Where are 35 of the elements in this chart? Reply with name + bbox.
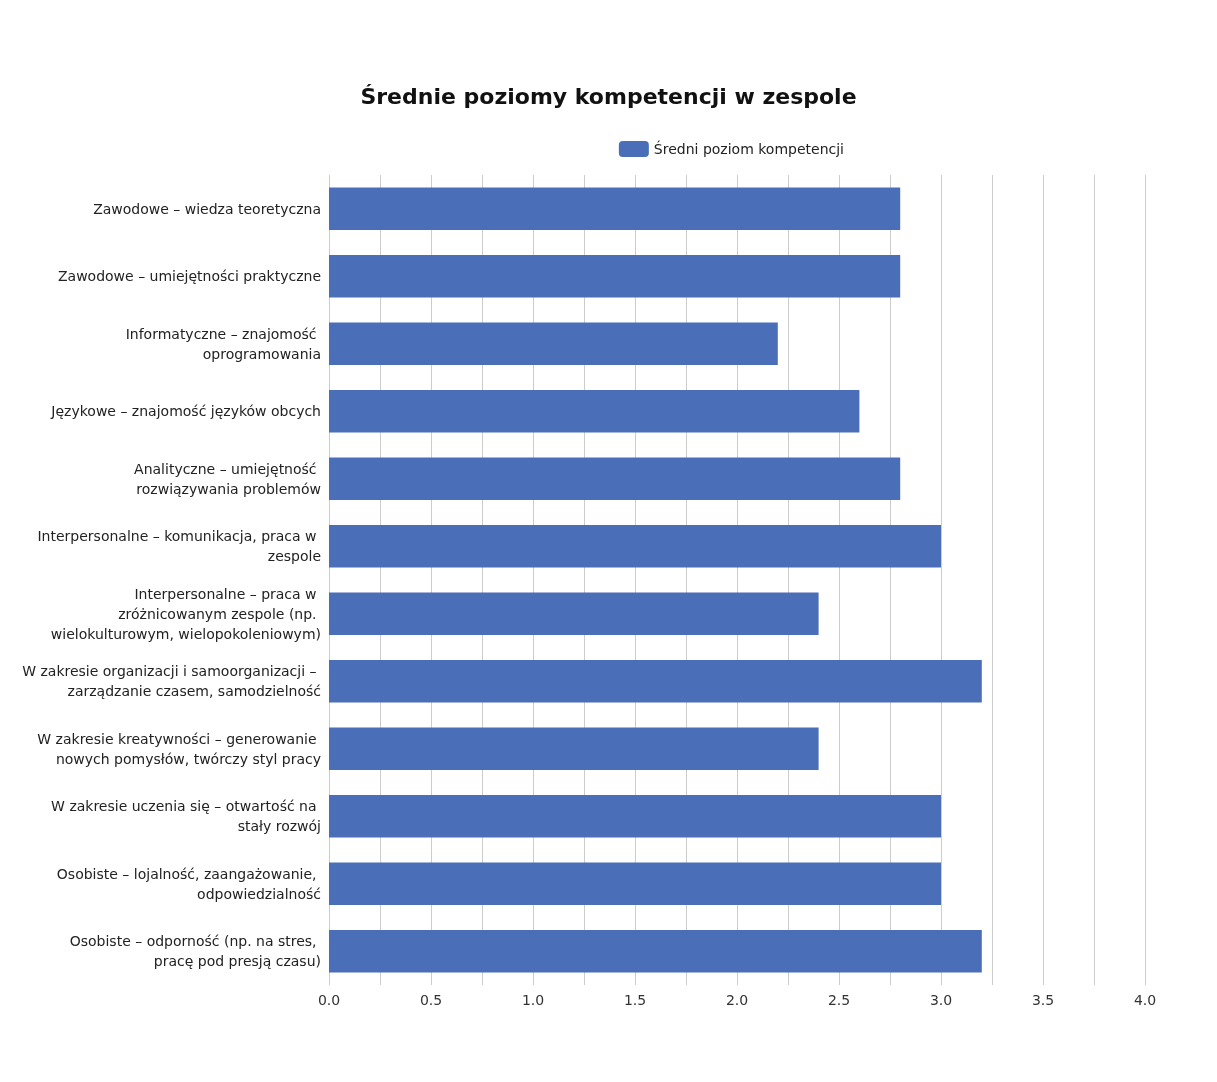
y-tick-label: W zakresie kreatywności – generowanie nowych pomysłów, twórczy styl pracy [37, 730, 321, 767]
y-tick-label: W zakresie uczenia się – otwartość na stały rozwój [51, 798, 321, 835]
x-tick-label: 3.5 [1031, 992, 1055, 1008]
legend-label: Średni poziom kompetencji [653, 140, 844, 157]
y-tick-label: Analityczne – umiejętność rozwiązywania problemów [134, 460, 321, 497]
bar [329, 592, 819, 636]
chart-title: Średnie poziomy kompetencji w zespole [360, 83, 857, 109]
y-tick-label: Zawodowe – umiejętności praktyczne [57, 268, 321, 285]
bar [329, 659, 982, 703]
x-tick-label: 4.0 [1133, 992, 1157, 1008]
x-tick-label: 1.5 [623, 992, 647, 1008]
bar [329, 187, 901, 231]
y-tick-label: Interpersonalne – praca w zróżnicowanym zespole (np. wielokulturowym, wielopokoleniowym) [50, 585, 321, 642]
x-tick-label: 2.5 [827, 992, 851, 1008]
x-tick-label: 3.0 [929, 992, 953, 1008]
x-tick-label: 1.0 [521, 992, 545, 1008]
bar [329, 322, 778, 366]
bar [329, 389, 860, 433]
bar [329, 457, 901, 501]
y-tick-label: Osobiste – lojalność, zaangażowanie, odpowiedzialność [56, 865, 321, 902]
bar [329, 524, 941, 568]
bar [329, 862, 941, 906]
y-tick-label: Interpersonalne – komunikacja, praca w zespole [37, 528, 321, 565]
bar [329, 727, 819, 771]
y-tick-label: Zawodowe – wiedza teoretyczna [93, 200, 321, 217]
bar [329, 794, 941, 838]
x-tick-label: 0.5 [419, 992, 443, 1008]
y-tick-label: Informatyczne – znajomość oprogramowania [125, 325, 321, 362]
y-tick-label: W zakresie organizacji i samoorganizacji – zarządzanie czasem, samodzielność [22, 663, 321, 700]
x-tick-label: 2.0 [725, 992, 749, 1008]
x-tick-label: 0.0 [317, 992, 341, 1008]
bar [329, 929, 982, 973]
bar [329, 254, 901, 298]
y-tick-label: Osobiste – odporność (np. na stres, pracę pod presją czasu) [69, 933, 321, 970]
y-tick-label: Językowe – znajomość języków obcych [50, 403, 321, 420]
